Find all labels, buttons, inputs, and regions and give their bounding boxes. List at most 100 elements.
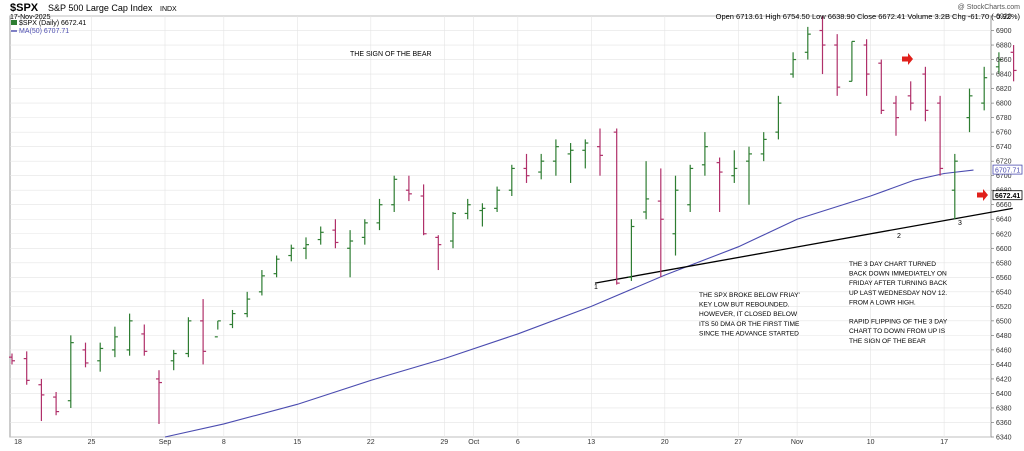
y-tick-label: 6660 xyxy=(996,202,1012,209)
ohlc-bar xyxy=(67,335,74,408)
ohlc-bar xyxy=(863,39,870,96)
ohlc-bar xyxy=(1010,45,1017,82)
ohlc-readout: Open 6713.61 High 6754.50 Low 6638.90 Cl… xyxy=(716,12,1021,21)
x-tick-label: 20 xyxy=(661,439,669,446)
x-tick-label: 22 xyxy=(367,439,375,446)
red-arrow-icon xyxy=(902,53,913,65)
ohlc-bar xyxy=(494,186,501,212)
ohlc-bar xyxy=(672,175,679,256)
ohlc-bar xyxy=(687,164,694,212)
y-tick-label: 6840 xyxy=(996,72,1012,79)
x-tick-label: 6 xyxy=(516,439,520,446)
price-legend-swatch xyxy=(11,20,17,25)
x-tick-label: Sep xyxy=(159,439,172,446)
ohlc-bar xyxy=(775,95,782,140)
ohlc-bar xyxy=(420,184,427,236)
x-tick-label: Oct xyxy=(468,439,479,446)
y-tick-label: 6920 xyxy=(996,14,1012,21)
note-line: ITS 50 DMA OR THE FIRST TIME xyxy=(699,321,800,328)
y-tick-label: 6880 xyxy=(996,43,1012,50)
ma-value-text: 6707.71 xyxy=(995,168,1020,175)
y-tick-label: 6600 xyxy=(996,246,1012,253)
ohlc-bar xyxy=(937,95,944,176)
close-value-tag xyxy=(992,190,1023,201)
note-line: SINCE THE ADVANCE STARTED xyxy=(699,330,799,337)
ohlc-bar xyxy=(922,66,929,122)
ohlc-bar xyxy=(200,299,207,365)
y-tick-label: 6820 xyxy=(996,86,1012,93)
ohlc-bar xyxy=(170,349,177,371)
ohlc-bar xyxy=(464,198,471,220)
symbol-label: $SPX xyxy=(10,2,39,14)
title-note: THE SIGN OF THE BEAR xyxy=(350,51,432,58)
ohlc-bar xyxy=(53,391,60,416)
ma50-line xyxy=(164,169,974,438)
ohlc-bar xyxy=(258,270,265,296)
ohlc-bar xyxy=(716,157,723,212)
y-tick-label: 6400 xyxy=(996,391,1012,398)
ohlc-bar xyxy=(332,219,339,249)
ohlc-bar xyxy=(628,219,635,281)
ohlc-bar xyxy=(538,153,545,180)
x-tick-label: 25 xyxy=(88,439,96,446)
ohlc-bar xyxy=(597,128,603,176)
y-tick-label: 6580 xyxy=(996,260,1012,267)
x-tick-label: 18 xyxy=(14,439,22,446)
y-tick-label: 6800 xyxy=(996,101,1012,108)
ohlc-bar xyxy=(834,34,841,96)
price-legend: $SPX (Daily) 6672.41 xyxy=(19,20,86,27)
x-tick-label: 15 xyxy=(293,439,301,446)
y-tick-label: 6480 xyxy=(996,333,1012,340)
ma-layer xyxy=(164,169,974,438)
support-trendline xyxy=(594,207,1013,284)
ohlc-bar xyxy=(97,342,104,372)
note-line: RAPID FLIPPING OF THE 3 DAY xyxy=(849,319,948,326)
ma-value-tag xyxy=(992,164,1023,175)
y-tick-label: 6900 xyxy=(996,28,1012,35)
ohlc-bar xyxy=(214,320,221,338)
ohlc-bar xyxy=(23,351,30,385)
y-tick-label: 6860 xyxy=(996,57,1012,64)
ohlc-bar xyxy=(523,153,530,183)
ohlc-bar xyxy=(479,203,486,227)
marker-layer: 1 2 3 6707.71 6672.41 xyxy=(594,53,1023,291)
x-tick-label: 8 xyxy=(222,439,226,446)
y-tick-label: 6460 xyxy=(996,347,1012,354)
ohlc-bar xyxy=(567,143,574,183)
note-line: THE 3 DAY CHART TURNED xyxy=(849,261,936,268)
x-tick-label: 27 xyxy=(734,439,742,446)
ohlc-bar xyxy=(82,342,89,368)
ohlc-bar xyxy=(643,161,650,220)
ohlc-bar xyxy=(244,291,251,318)
y-tick-label: 6780 xyxy=(996,115,1012,122)
point-label-3: 3 xyxy=(958,220,962,227)
point-label-2: 2 xyxy=(897,233,901,240)
ohlc-bar xyxy=(582,139,589,169)
ohlc-bar xyxy=(657,168,664,278)
right-note: THE 3 DAY CHART TURNED BACK DOWN IMMEDIAT… xyxy=(849,261,948,345)
ohlc-bar xyxy=(376,198,383,231)
y-tick-label: 6740 xyxy=(996,144,1012,151)
note-line: THE SPX BROKE BELOW FRIAY' xyxy=(699,292,800,299)
y-tick-label: 6560 xyxy=(996,275,1012,282)
ohlc-bar xyxy=(848,40,855,82)
watermark: @ StockCharts.com xyxy=(958,4,1021,11)
ohlc-bar xyxy=(981,66,988,111)
ohlc-bar xyxy=(804,26,811,60)
ohlc-bar xyxy=(141,324,148,356)
ohlc-bar xyxy=(156,370,162,424)
ohlc-bar xyxy=(405,175,412,202)
y-tick-label: 6440 xyxy=(996,362,1012,369)
ohlc-bar xyxy=(951,153,958,220)
y-tick-label: 6500 xyxy=(996,318,1012,325)
candle-layer xyxy=(9,16,1017,424)
red-arrow-icon xyxy=(977,189,988,201)
y-tick-label: 6700 xyxy=(996,173,1012,180)
y-tick-label: 6620 xyxy=(996,231,1012,238)
ohlc-bar xyxy=(731,150,738,183)
trend-layer xyxy=(594,207,1013,284)
left-note: THE SPX BROKE BELOW FRIAY' KEY LOW BUT RE… xyxy=(699,292,800,337)
ohlc-bar xyxy=(790,52,797,78)
note-line: FRIDAY AFTER TURNING BACK xyxy=(849,280,948,287)
